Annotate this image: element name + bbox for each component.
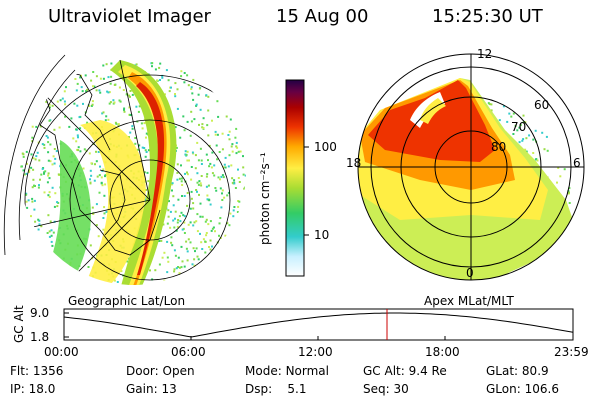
polar-boundary [357, 53, 585, 281]
date-label: 15 Aug 00 [276, 6, 369, 27]
mlt-label-0: 0 [466, 266, 474, 280]
alt-xtick-0000: 00:00 [44, 345, 79, 359]
colorbar-unit-label: photon cm⁻²s⁻¹ [258, 152, 272, 245]
colorbar [285, 79, 305, 277]
meta-ip: IP: 18.0 [10, 382, 56, 396]
geographic-grid-outer [3, 54, 76, 256]
alt-xtick-1200: 12:00 [298, 345, 333, 359]
colorbar-tick-10: 10 [314, 228, 330, 242]
meta-seq: Seq: 30 [363, 382, 409, 396]
lat-label-70: 70 [511, 120, 527, 134]
meta-gc-alt: GC Alt: 9.4 Re [363, 364, 447, 378]
altitude-plot [63, 308, 574, 341]
meta-glat: GLat: 80.9 [486, 364, 549, 378]
colorbar-tick-100: 100 [314, 140, 337, 154]
alt-xtick-1800: 18:00 [425, 345, 460, 359]
left-panel-caption: Geographic Lat/Lon [68, 294, 186, 308]
lat-label-60: 60 [534, 98, 550, 112]
meta-gain: Gain: 13 [126, 382, 177, 396]
right-panel-caption: Apex MLat/MLT [424, 294, 514, 308]
meta-flt: Flt: 1356 [10, 364, 64, 378]
geographic-image [20, 59, 246, 285]
alt-ytick-high: 9.0 [30, 306, 50, 320]
lat-label-80: 80 [491, 140, 507, 154]
mlt-label-18: 18 [346, 156, 362, 170]
mlt-label-12: 12 [477, 47, 493, 61]
mlt-label-6: 6 [573, 156, 581, 170]
instrument-title: Ultraviolet Imager [48, 6, 211, 27]
alt-xtick-2359: 23:59 [554, 345, 589, 359]
polar-image [358, 54, 584, 280]
alt-xtick-0600: 06:00 [171, 345, 206, 359]
alt-ytick-low: 1.8 [30, 330, 50, 344]
meta-door: Door: Open [126, 364, 195, 378]
alt-axis-label: GC Alt [12, 305, 26, 343]
meta-mode: Mode: Normal [245, 364, 329, 378]
meta-dsp: Dsp: 5.1 [245, 382, 307, 396]
time-label: 15:25:30 UT [432, 6, 543, 27]
meta-glon: GLon: 106.6 [486, 382, 559, 396]
